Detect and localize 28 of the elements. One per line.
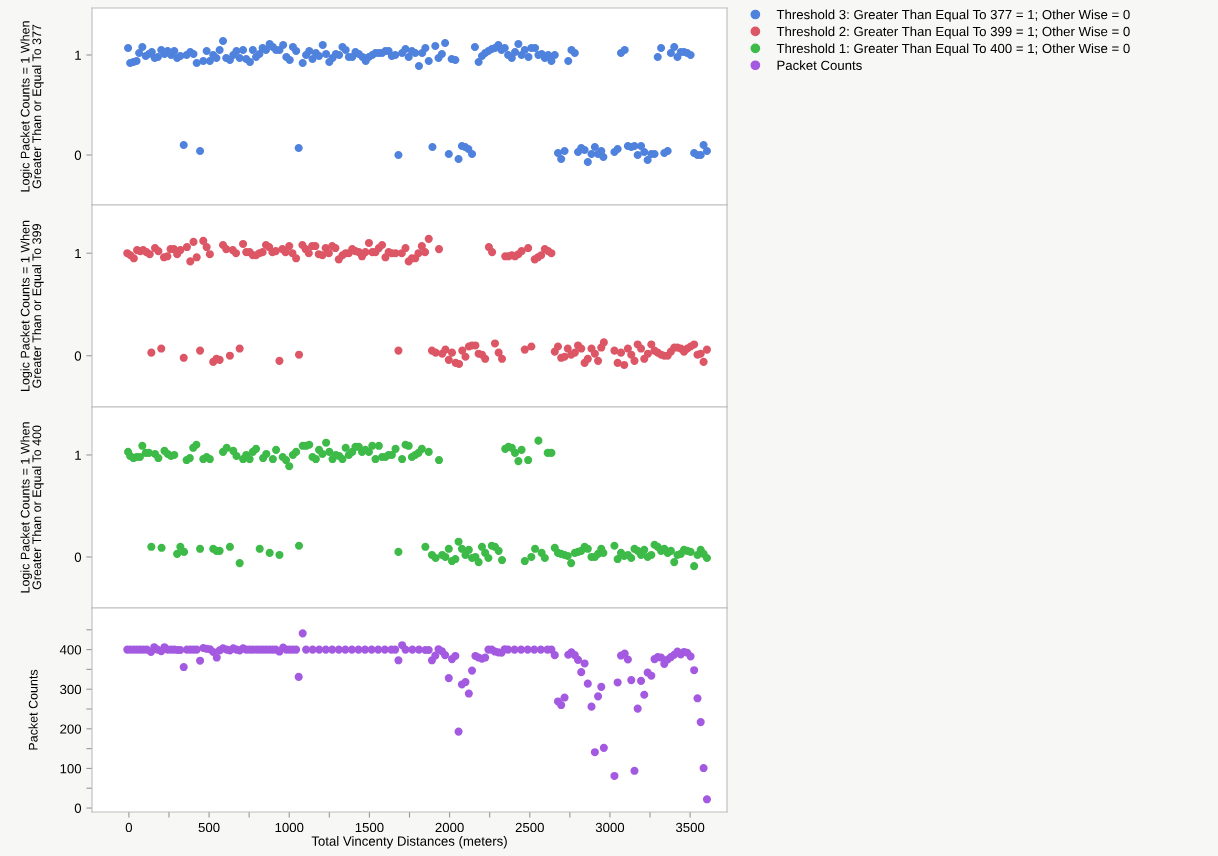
x-tick-label: 1000: [275, 822, 304, 833]
y-tick-label: 0: [74, 552, 82, 562]
y-tick-label: 100: [60, 763, 82, 774]
x-axis-title: Total Vincenty Distances (meters): [311, 836, 507, 849]
y-tick-label: 200: [60, 724, 82, 734]
y-tick-label: 0: [74, 150, 82, 160]
y-tick-label: 300: [60, 684, 82, 695]
y-tick-label: 1: [75, 50, 81, 60]
y-tick-label: 0: [74, 803, 82, 813]
y-tick-label: 0: [74, 351, 82, 361]
y-axis-title: Packet Counts: [28, 669, 38, 750]
x-tick-label: 500: [198, 822, 220, 833]
x-tick-label: 3500: [675, 822, 705, 833]
y-axis-title: Logic Packet Counts = 1 When Greater Than or Equal To 400: [20, 422, 44, 593]
x-tick-label: 1500: [355, 822, 384, 833]
y-axis-title: Logic Packet Counts = 1 When Greater Than or Equal To 399: [20, 220, 44, 391]
y-tick-label: 1: [75, 450, 81, 460]
y-tick-label: 1: [75, 248, 81, 258]
x-tick-label: 2000: [435, 822, 464, 833]
x-tick-label: 2500: [515, 822, 544, 833]
x-tick-label: 3000: [595, 822, 625, 833]
y-tick-label: 400: [59, 645, 82, 655]
legend-label: Packet Counts: [777, 60, 862, 70]
legend-label: Threshold 1: Greater Than Equal To 400 = 1; Other Wise = 0: [776, 43, 1130, 56]
x-tick-label: 0: [125, 822, 133, 833]
legend-label: Threshold 3: Greater Than Equal To 377 = 1; Other Wise = 0: [776, 9, 1130, 22]
legend-label: Threshold 2: Greater Than Equal To 399 = 1; Other Wise = 0: [776, 26, 1130, 39]
y-axis-title: Logic Packet Counts = 1 When Greater Than or Equal To 377: [20, 21, 44, 192]
